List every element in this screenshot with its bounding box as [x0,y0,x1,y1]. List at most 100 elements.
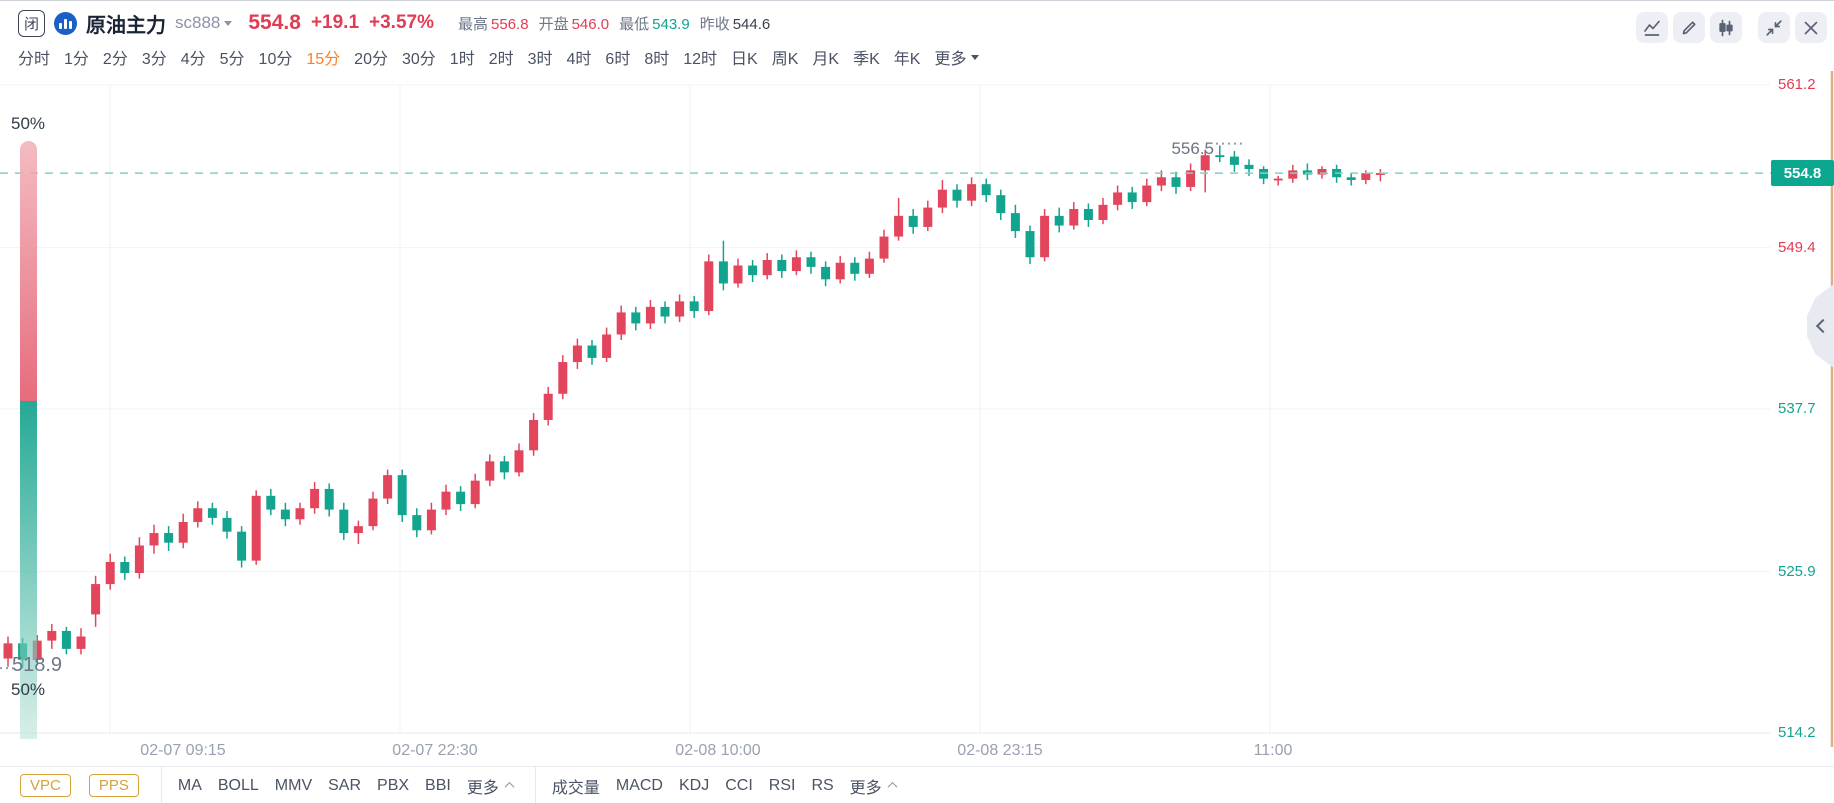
tab-3分[interactable]: 3分 [141,51,167,68]
pps-button[interactable]: PPS [88,774,139,797]
indicator-RS[interactable]: RS [811,776,834,794]
instrument-title: 原油主力 [86,14,166,37]
tab-1时[interactable]: 1时 [449,51,475,68]
time-axis-label: 11:00 [1253,742,1293,759]
session-stats: 最高 556.8 开盘 546.0 最低 543.9 昨收 544.6 [448,13,770,34]
price-change-percent: +3.57% [369,12,434,33]
stat-value: 546.0 [571,15,610,33]
line-chart-button[interactable] [1636,12,1668,43]
tab-4时[interactable]: 4时 [566,51,592,68]
tab-年K[interactable]: 年K [893,51,921,68]
last-price: 554.8 [248,11,301,34]
tab-5分[interactable]: 5分 [219,51,245,68]
sentiment-bottom-percent: 50% [11,680,46,700]
chevron-up-icon [504,781,515,792]
more-label: 更多 [466,779,499,797]
candlestick-button[interactable] [1710,12,1742,43]
indicator-KDJ[interactable]: KDJ [678,776,710,794]
tab-季K[interactable]: 季K [853,51,880,68]
collapse-panel-tab[interactable] [1807,284,1834,368]
timeframe-tabs: 分时 1分 2分 3分 4分 5分 10分 15分 20分 30分 1时 2时 3时 4时 6时 8时 12时日… [18,45,979,69]
price-axis-label: 525.9 [1778,562,1816,580]
low-price-annotation: 518.9 [12,654,63,677]
tab-1分[interactable]: 1分 [64,51,89,68]
high-price-annotation: 556.5 [1171,138,1214,158]
more-label: 更多 [849,779,882,797]
tab-日K[interactable]: 日K [731,51,758,68]
tab-8时[interactable]: 8时 [644,51,670,68]
symbol-code: sc888 [175,13,221,32]
tab-分时[interactable]: 分时 [18,51,51,68]
stat-label: 最低 [619,15,650,33]
sub-indicator-more[interactable]: 更多 [849,774,898,798]
tab-2时[interactable]: 2时 [488,51,514,68]
tab-12时[interactable]: 12时 [683,51,718,68]
tab-4分[interactable]: 4分 [180,51,206,68]
indicator-成交量[interactable]: 成交量 [551,779,600,797]
tab-周K[interactable]: 周K [771,51,799,68]
indicator-SAR[interactable]: SAR [328,776,362,794]
more-label: 更多 [934,51,967,68]
tab-2分[interactable]: 2分 [102,51,128,68]
indicator-MA[interactable]: MA [177,776,202,794]
stat-value: 556.8 [491,15,529,33]
symbol-selector[interactable]: sc888 [175,13,233,33]
sentiment-bar-bull [20,141,37,401]
tab-月K[interactable]: 月K [812,51,840,68]
tab-10分[interactable]: 10分 [258,51,293,68]
stat-label: 最高 [458,15,489,33]
shrink-button[interactable] [1758,12,1790,43]
header: 闭 原油主力 sc888 554.8 +19.1 +3.57% 最高 556.8 开… [0,3,1584,43]
close-button[interactable] [1795,12,1827,43]
divider [160,766,162,803]
current-price-badge: 554.8 [1771,160,1834,187]
main-indicator-more[interactable]: 更多 [466,774,515,798]
tab-3时[interactable]: 3时 [527,51,553,68]
indicator-bar: VPC PPS MA BOLL MMV SAR PBX BBI 更多 成交量 MACD KDJ… [0,766,1834,803]
indicator-MACD[interactable]: MACD [615,776,663,794]
candlestick-icon [1719,19,1733,36]
stat-value: 544.6 [732,15,771,33]
time-axis-label: 02-07 22:30 [392,742,478,759]
draw-icon [1682,20,1696,34]
indicator-RSI[interactable]: RSI [768,776,796,794]
indicator-BBI[interactable]: BBI [425,776,451,794]
time-axis-label: 02-08 23:15 [957,742,1043,759]
time-axis-label: 02-08 10:00 [675,742,761,759]
market-closed-badge: 闭 [18,9,45,37]
stat-label: 昨收 [699,15,730,33]
price-axis-label: 537.7 [1778,399,1816,417]
time-axis-label: 02-07 09:15 [140,742,226,759]
line-chart-icon [1644,20,1660,36]
tab-20分[interactable]: 20分 [354,51,388,68]
indicator-BOLL[interactable]: BOLL [217,776,259,794]
price-axis-label: 514.2 [1778,724,1816,741]
price-change: +19.1 [310,12,360,33]
session-stat: 昨收 544.6 [700,13,771,34]
chevron-left-icon [1815,318,1830,334]
tab-6时[interactable]: 6时 [605,51,631,68]
chart-toolbar [1631,12,1827,43]
sentiment-top-percent: 50% [11,114,46,133]
indicator-MMV[interactable]: MMV [274,776,313,794]
stat-value: 543.9 [652,15,690,33]
bar-chart-logo-icon [54,11,77,35]
price-axis-label: 561.2 [1778,75,1816,93]
draw-button[interactable] [1673,12,1705,43]
price-axis-label: 549.4 [1778,238,1816,256]
tab-30分[interactable]: 30分 [401,51,436,68]
vpc-button[interactable]: VPC [20,774,71,797]
tab-more[interactable]: 更多 [934,45,979,69]
sentiment-bar-bear [20,401,37,739]
indicator-PBX[interactable]: PBX [377,776,410,794]
indicator-CCI[interactable]: CCI [725,776,753,794]
session-stat: 最高 556.8 [458,13,529,34]
chevron-up-icon [887,781,898,792]
chevron-down-icon [970,54,979,60]
shrink-icon [1766,19,1782,36]
tab-15分[interactable]: 15分 [306,51,341,68]
close-icon [1804,21,1818,34]
stat-label: 开盘 [538,15,569,33]
